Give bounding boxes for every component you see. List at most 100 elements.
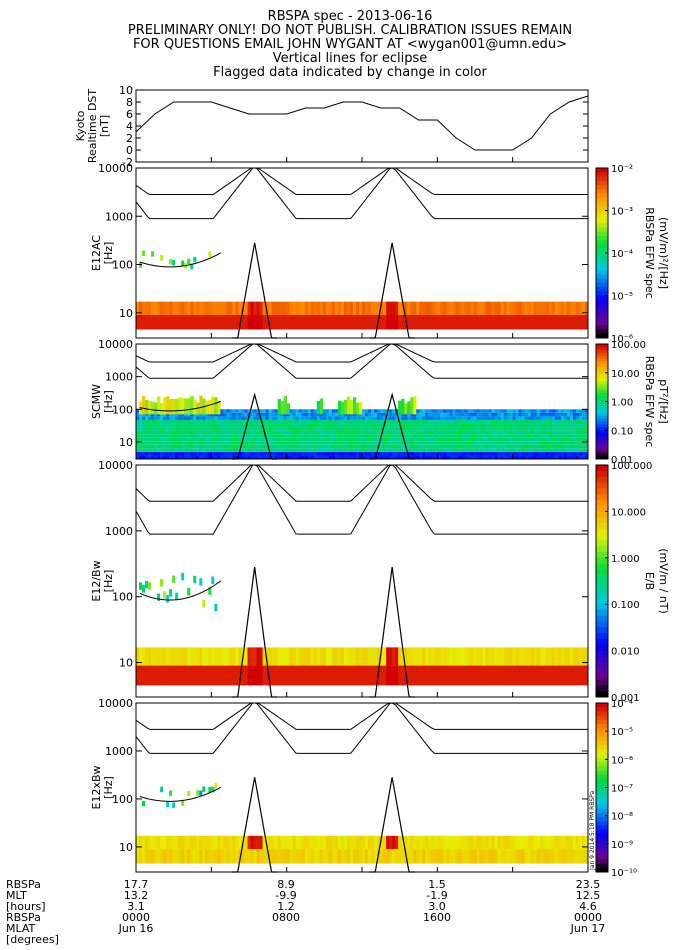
e12bw-band xyxy=(355,647,360,666)
scmw-cell xyxy=(521,409,526,413)
scmw-cell xyxy=(226,416,230,420)
e12bw-band xyxy=(283,647,287,666)
e12bw-colorbar-swatch xyxy=(596,615,608,622)
scmw-cell xyxy=(524,437,529,442)
scmw-cell xyxy=(208,416,212,420)
scmw-cell xyxy=(563,448,568,452)
scmw-cell xyxy=(181,412,185,417)
scmw-cell xyxy=(277,451,281,456)
scmw-colorbar-swatch xyxy=(596,441,608,446)
e12ac-band xyxy=(190,301,194,315)
scmw-cell xyxy=(340,451,345,456)
e12bw-band-low xyxy=(443,665,447,686)
scmw-cell xyxy=(166,423,170,428)
scmw-cell xyxy=(491,423,495,428)
scmw-cell xyxy=(265,448,269,452)
e12ac-band-low xyxy=(286,314,290,330)
e12bw-band xyxy=(494,647,498,666)
scmw-cell xyxy=(512,437,516,442)
e12xbw-band-low xyxy=(292,849,297,864)
scmw-cell xyxy=(560,448,565,452)
e12ac-band xyxy=(316,301,321,315)
e12ac-band-low xyxy=(467,314,471,330)
scmw-cell xyxy=(250,409,254,413)
scmw-cell xyxy=(241,430,245,435)
e12xbw-band xyxy=(232,835,236,850)
e12xbw-band xyxy=(371,835,375,850)
e12ac-band-low xyxy=(313,314,318,330)
e12bw-band xyxy=(545,647,550,666)
e12ac-band xyxy=(413,301,417,315)
scmw-cell xyxy=(304,451,309,456)
e12ac-band-low xyxy=(488,314,492,330)
scmw-cell xyxy=(226,430,230,435)
e12ac-band-low xyxy=(494,314,498,330)
scmw-emission xyxy=(355,402,360,415)
e12ac-band xyxy=(250,301,254,315)
scmw-cell xyxy=(187,448,191,452)
scmw-cell xyxy=(401,416,405,420)
e12ac-band xyxy=(346,301,351,315)
scmw-cell xyxy=(193,441,197,445)
scmw-cell xyxy=(563,412,568,417)
scmw-cell xyxy=(434,427,438,431)
scmw-cell xyxy=(362,416,366,420)
e12bw-band-low xyxy=(419,665,423,686)
scmw-cell xyxy=(524,448,529,452)
scmw-emission xyxy=(184,398,188,415)
scmw-cell xyxy=(461,419,465,424)
scmw-cell xyxy=(178,412,182,417)
scmw-cell xyxy=(136,412,140,417)
scmw-cell xyxy=(154,430,158,435)
scmw-cell xyxy=(377,441,381,445)
scmw-cell xyxy=(416,416,420,420)
scmw-cell xyxy=(331,434,336,438)
e12xbw-band xyxy=(157,835,161,850)
e12ac-band xyxy=(349,301,354,315)
scmw-cell xyxy=(280,423,284,428)
scmw-emission xyxy=(346,396,351,415)
e12xbw-band xyxy=(223,835,227,850)
e12xbw-band-low xyxy=(527,849,532,864)
scmw-cell xyxy=(217,434,221,438)
scmw-cell xyxy=(482,448,486,452)
scmw-cell xyxy=(560,430,565,435)
scmw-cell xyxy=(443,416,447,420)
scmw-cell xyxy=(524,427,529,431)
e12xbw-band xyxy=(374,835,378,850)
scmw-cell xyxy=(289,412,293,417)
scmw-cell xyxy=(292,434,297,438)
scmw-cell xyxy=(533,416,538,420)
e12xbw-band-low xyxy=(401,849,405,864)
e12ac-band-low xyxy=(145,314,149,330)
scmw-cell xyxy=(521,455,526,459)
e12bw-band xyxy=(232,647,236,666)
scmw-cell xyxy=(238,423,242,428)
scmw-cell xyxy=(386,419,390,424)
scmw-cell xyxy=(304,437,309,442)
e12xbw-band-low xyxy=(461,849,465,864)
scmw-cell xyxy=(181,437,185,442)
scmw-cell xyxy=(497,455,501,459)
scmw-cell xyxy=(581,423,586,428)
scmw-cell xyxy=(365,444,369,449)
e12bw-band-low xyxy=(355,665,360,686)
scmw-cell xyxy=(518,409,523,413)
e12bw-band xyxy=(184,647,188,666)
e12xbw-band-low xyxy=(265,849,269,864)
scmw-cell xyxy=(491,412,495,417)
e12xbw-band-low xyxy=(446,849,450,864)
e12bw-band-low xyxy=(401,665,405,686)
scmw-cell xyxy=(154,412,158,417)
scmw-cell xyxy=(136,416,140,420)
scmw-cell xyxy=(512,416,516,420)
scmw-cell xyxy=(268,423,272,428)
e12ac-band-low xyxy=(416,314,420,330)
e12xbw-band-low xyxy=(187,849,191,864)
scmw-cell xyxy=(337,419,342,424)
e12xbw-colorbar-swatch xyxy=(596,783,608,788)
scmw-cell xyxy=(316,455,321,459)
e12xbw-band xyxy=(220,835,224,850)
scmw-cell xyxy=(581,441,586,445)
e12bw-band xyxy=(175,647,179,666)
